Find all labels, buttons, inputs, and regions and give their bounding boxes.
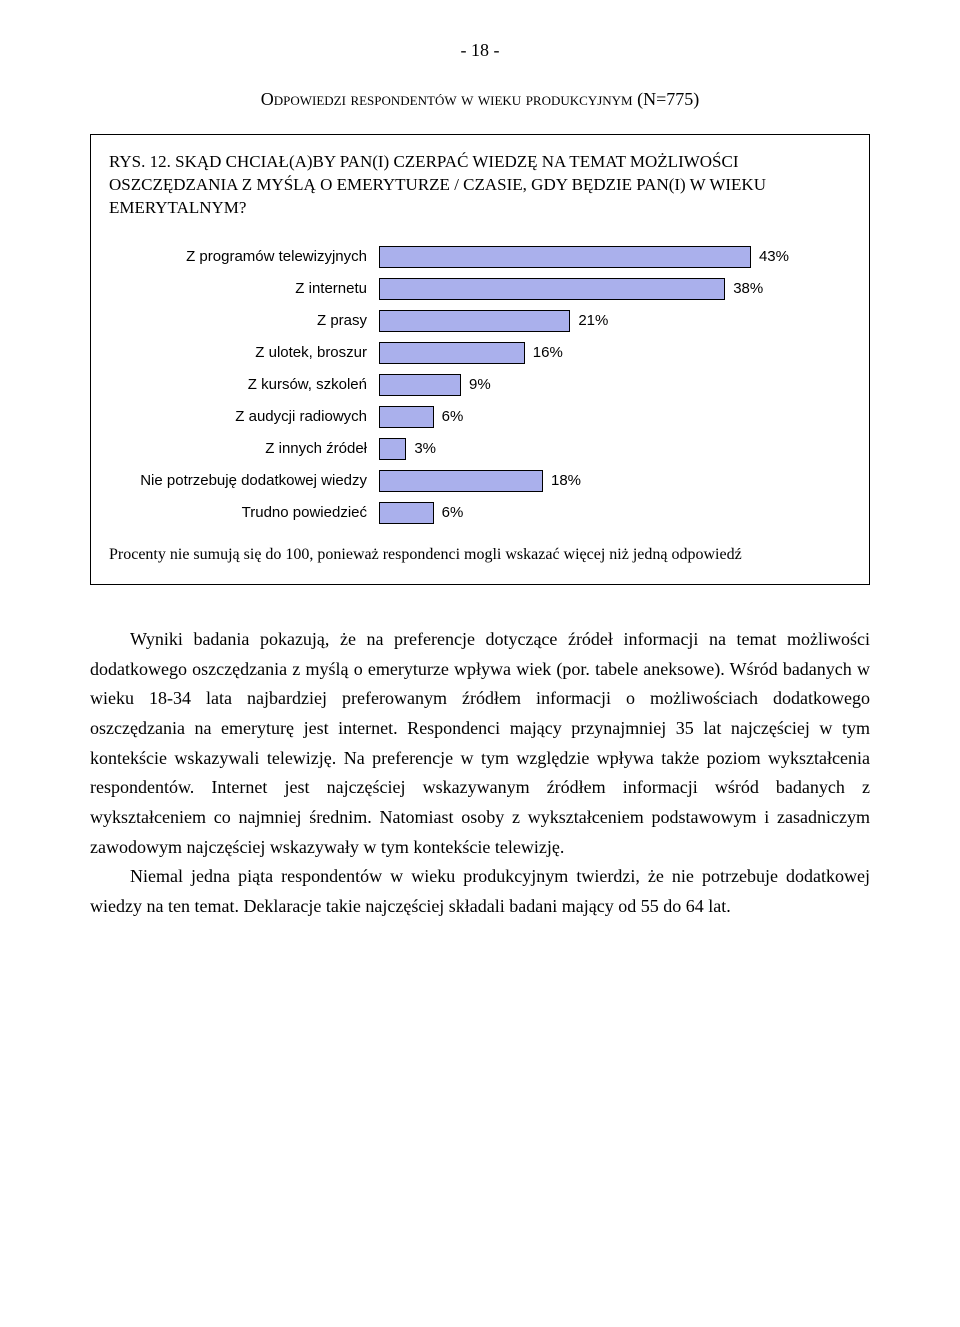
bar	[379, 438, 406, 460]
bar-track: 9%	[379, 374, 789, 396]
bar-track: 43%	[379, 246, 789, 268]
chart-row-label: Trudno powiedzieć	[109, 504, 379, 521]
chart-row-label: Z ulotek, broszur	[109, 344, 379, 361]
section-heading: Odpowiedzi respondentów w wieku produkcy…	[90, 89, 870, 110]
bar-track: 38%	[379, 278, 789, 300]
chart-row: Z ulotek, broszur 16%	[109, 342, 851, 364]
bar	[379, 342, 525, 364]
paragraph-1: Wyniki badania pokazują, że na preferenc…	[90, 625, 870, 863]
bar	[379, 406, 434, 428]
body-text: Wyniki badania pokazują, że na preferenc…	[90, 625, 870, 922]
chart-row: Trudno powiedzieć 6%	[109, 502, 851, 524]
chart-row-label: Z audycji radiowych	[109, 408, 379, 425]
bar-track: 18%	[379, 470, 789, 492]
chart-row: Z internetu 38%	[109, 278, 851, 300]
bar-value: 38%	[733, 280, 763, 297]
bar	[379, 310, 570, 332]
chart-row: Nie potrzebuję dodatkowej wiedzy 18%	[109, 470, 851, 492]
chart-row-label: Z programów telewizyjnych	[109, 248, 379, 265]
bar-value: 21%	[578, 312, 608, 329]
page-number: - 18 -	[90, 40, 870, 61]
chart-row: Z innych źródeł 3%	[109, 438, 851, 460]
bar	[379, 374, 461, 396]
chart-title: RYS. 12. SKĄD CHCIAŁ(A)BY PAN(I) CZERPAĆ…	[109, 151, 851, 220]
chart-row-label: Z kursów, szkoleń	[109, 376, 379, 393]
bar-value: 16%	[533, 344, 563, 361]
chart-footnote: Procenty nie sumują się do 100, ponieważ…	[109, 546, 851, 564]
bar-track: 21%	[379, 310, 789, 332]
bar-track: 6%	[379, 406, 789, 428]
bar-value: 9%	[469, 376, 491, 393]
chart-row: Z prasy 21%	[109, 310, 851, 332]
bar	[379, 278, 725, 300]
bar-track: 3%	[379, 438, 789, 460]
chart-row-label: Z internetu	[109, 280, 379, 297]
bar-value: 3%	[414, 440, 436, 457]
chart-container: RYS. 12. SKĄD CHCIAŁ(A)BY PAN(I) CZERPAĆ…	[90, 134, 870, 585]
chart-rows: Z programów telewizyjnych 43% Z internetu 3…	[109, 246, 851, 524]
chart-row: Z audycji radiowych 6%	[109, 406, 851, 428]
bar	[379, 502, 434, 524]
chart-row: Z kursów, szkoleń 9%	[109, 374, 851, 396]
chart-row-label: Z prasy	[109, 312, 379, 329]
chart-row-label: Z innych źródeł	[109, 440, 379, 457]
bar-track: 16%	[379, 342, 789, 364]
bar-track: 6%	[379, 502, 789, 524]
paragraph-2: Niemal jedna piąta respondentów w wieku …	[90, 862, 870, 921]
bar	[379, 470, 543, 492]
bar-value: 6%	[442, 504, 464, 521]
bar-value: 18%	[551, 472, 581, 489]
chart-row-label: Nie potrzebuję dodatkowej wiedzy	[109, 472, 379, 489]
bar-value: 6%	[442, 408, 464, 425]
chart-row: Z programów telewizyjnych 43%	[109, 246, 851, 268]
bar	[379, 246, 751, 268]
bar-value: 43%	[759, 248, 789, 265]
